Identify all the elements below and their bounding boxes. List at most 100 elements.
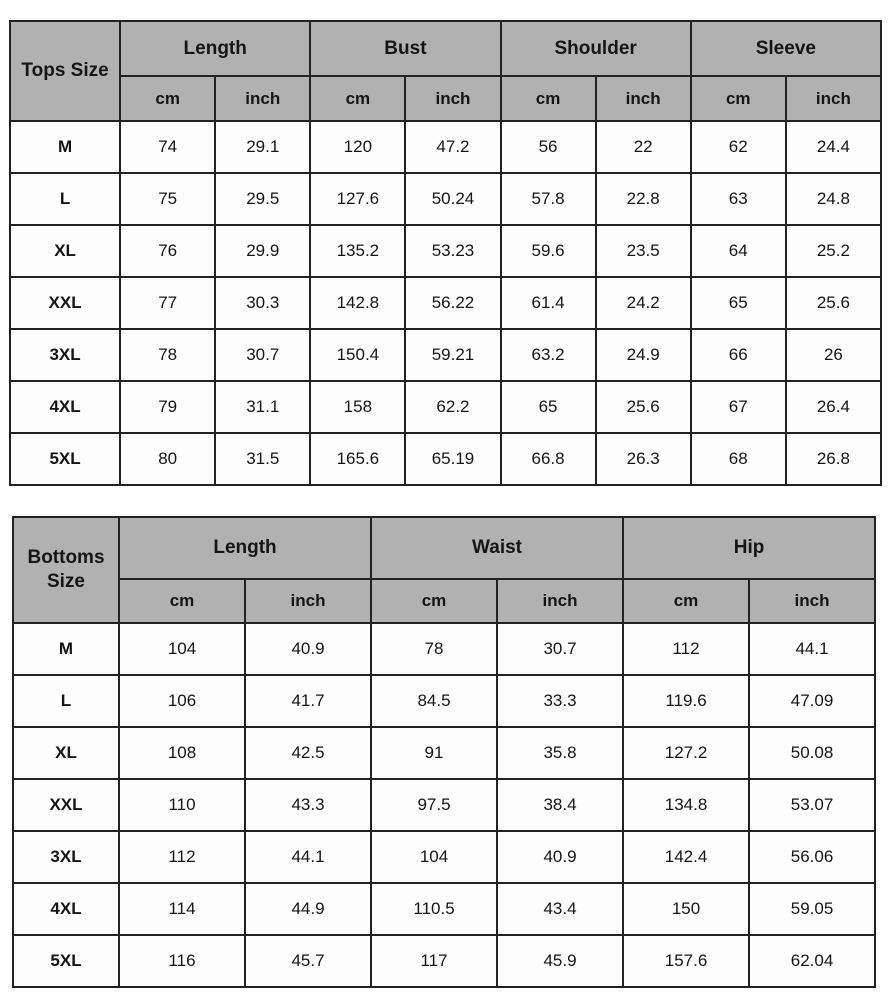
size-label: XXL [12,778,120,832]
measurement-value: 104 [118,622,246,676]
tops-group-header-row: Tops Size Length Bust Shoulder Sleeve [8,20,883,122]
measurement-value: 59.21 [404,328,502,382]
measurement-value: 117 [370,934,499,988]
measurement-value: 59.05 [748,882,877,936]
measurement-value: 97.5 [370,778,499,832]
tops-group-sleeve: Sleeve [689,20,883,77]
measurement-value: 56.06 [748,830,877,884]
table-row: XXL 77 30.3 142.8 56.22 61.4 24.2 65 25.6 [8,276,883,330]
measurement-value: 33.3 [496,674,625,728]
measurement-value: 114 [118,882,246,936]
measurement-value: 142.4 [622,830,751,884]
measurement-value: 24.8 [784,172,883,226]
unit-header-cm: cm [119,75,217,122]
measurement-value: 30.7 [214,328,312,382]
measurement-value: 158 [309,380,407,434]
bottoms-group-header-row: Bottoms Size Length Waist Hip [12,516,877,624]
measurement-value: 29.9 [214,224,312,278]
size-label: XL [8,224,122,278]
tops-group-length: Length [119,20,312,77]
size-label: XXL [8,276,122,330]
measurement-value: 44.1 [243,830,373,884]
table-row: 4XL 114 44.9 110.5 43.4 150 59.05 [12,882,877,936]
size-label: L [12,674,120,728]
unit-header-inch: inch [496,578,625,624]
measurement-value: 127.2 [622,726,751,780]
unit-header-inch: inch [243,578,373,624]
measurement-value: 134.8 [622,778,751,832]
measurement-value: 76 [119,224,217,278]
measurement-value: 67 [689,380,787,434]
measurement-value: 119.6 [622,674,751,728]
measurement-value: 66.8 [499,432,597,486]
measurement-value: 75 [119,172,217,226]
tops-group-shoulder: Shoulder [499,20,692,77]
unit-header-cm: cm [622,578,751,624]
table-row: 4XL 79 31.1 158 62.2 65 25.6 67 26.4 [8,380,883,434]
measurement-value: 30.3 [214,276,312,330]
measurement-value: 47.09 [748,674,877,728]
size-label: M [12,622,120,676]
bottoms-group-length: Length [117,516,373,580]
measurement-value: 116 [118,934,246,988]
measurement-value: 44.9 [243,882,373,936]
measurement-value: 41.7 [243,674,373,728]
size-label: L [8,172,122,226]
measurement-value: 157.6 [622,934,751,988]
unit-header-cm: cm [499,75,597,122]
measurement-value: 68 [689,432,787,486]
measurement-value: 112 [118,830,246,884]
measurement-value: 47.2 [404,120,502,174]
measurement-value: 165.6 [309,432,407,486]
measurement-value: 66 [689,328,787,382]
measurement-value: 110.5 [370,882,499,936]
measurement-value: 106 [118,674,246,728]
unit-header-cm: cm [309,75,407,122]
measurement-value: 57.8 [499,172,597,226]
measurement-value: 26.4 [784,380,883,434]
measurement-value: 78 [119,328,217,382]
measurement-value: 79 [119,380,217,434]
bottoms-table-body: M 104 40.9 78 30.7 112 44.1 L 106 41.7 84.5 33.3 119… [12,622,877,988]
measurement-value: 29.5 [214,172,312,226]
measurement-value: 43.4 [496,882,625,936]
measurement-value: 45.9 [496,934,625,988]
measurement-value: 59.6 [499,224,597,278]
measurement-value: 24.2 [594,276,692,330]
measurement-value: 120 [309,120,407,174]
measurement-value: 53.23 [404,224,502,278]
measurement-value: 25.6 [594,380,692,434]
measurement-value: 84.5 [370,674,499,728]
table-row: 3XL 78 30.7 150.4 59.21 63.2 24.9 66 26 [8,328,883,382]
measurement-value: 53.07 [748,778,877,832]
measurement-value: 23.5 [594,224,692,278]
measurement-value: 40.9 [496,830,625,884]
measurement-value: 91 [370,726,499,780]
table-row: 5XL 116 45.7 117 45.9 157.6 62.04 [12,934,877,988]
size-label: 4XL [12,882,120,936]
unit-header-cm: cm [370,578,499,624]
measurement-value: 26.3 [594,432,692,486]
measurement-value: 65 [499,380,597,434]
measurement-value: 44.1 [748,622,877,676]
bottoms-size-table: Bottoms Size Length Waist Hip cm inch cm… [12,516,877,988]
tops-size-table: Tops Size Length Bust Shoulder Sleeve cm… [8,20,883,486]
measurement-value: 65.19 [404,432,502,486]
tops-unit-header-row: cm inch cm inch cm inch cm inch [10,75,883,122]
table-row: L 75 29.5 127.6 50.24 57.8 22.8 63 24.8 [8,172,883,226]
measurement-value: 104 [370,830,499,884]
size-label: 3XL [8,328,122,382]
table-row: 5XL 80 31.5 165.6 65.19 66.8 26.3 68 26.8 [8,432,883,486]
measurement-value: 50.08 [748,726,877,780]
measurement-value: 45.7 [243,934,373,988]
measurement-value: 29.1 [214,120,312,174]
unit-header-inch: inch [404,75,502,122]
size-label: 5XL [8,432,122,486]
bottoms-unit-header-row: cm inch cm inch cm inch [13,578,877,624]
tops-table-body: M 74 29.1 120 47.2 56 22 62 24.4 L 75 29.5 127.6 50.2… [8,120,883,486]
measurement-value: 42.5 [243,726,373,780]
measurement-value: 22 [594,120,692,174]
measurement-value: 30.7 [496,622,625,676]
table-row: XXL 110 43.3 97.5 38.4 134.8 53.07 [12,778,877,832]
measurement-value: 74 [119,120,217,174]
